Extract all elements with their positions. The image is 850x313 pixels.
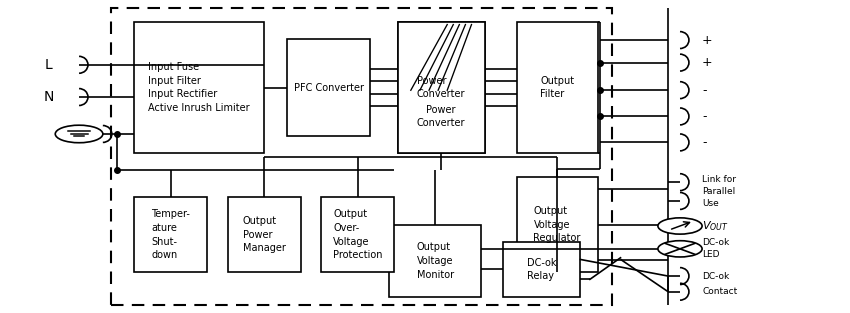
Text: Output
Over-
Voltage
Protection: Output Over- Voltage Protection [333, 209, 382, 260]
Text: -: - [702, 84, 706, 97]
Text: N: N [43, 90, 54, 104]
FancyBboxPatch shape [134, 197, 207, 272]
FancyBboxPatch shape [287, 39, 370, 136]
Text: Output
Power
Manager: Output Power Manager [243, 216, 286, 253]
Circle shape [658, 218, 702, 234]
Text: Power
Converter: Power Converter [416, 76, 466, 100]
FancyBboxPatch shape [517, 22, 598, 153]
FancyBboxPatch shape [321, 197, 394, 272]
Circle shape [55, 125, 103, 143]
Text: Output
Voltage
Monitor: Output Voltage Monitor [416, 243, 454, 280]
Circle shape [658, 241, 702, 257]
Text: -: - [702, 136, 706, 149]
FancyBboxPatch shape [398, 22, 484, 153]
Text: Output
Voltage
Regulator: Output Voltage Regulator [534, 206, 581, 243]
Text: Link for
Parallel
Use: Link for Parallel Use [702, 175, 736, 208]
Text: -: - [702, 110, 706, 123]
Text: PFC Converter: PFC Converter [293, 83, 364, 93]
FancyBboxPatch shape [398, 22, 484, 153]
Text: DC-ok: DC-ok [702, 272, 729, 280]
Text: +: + [702, 33, 712, 47]
Text: DC-ok
Relay: DC-ok Relay [527, 258, 556, 281]
FancyBboxPatch shape [134, 22, 264, 153]
Text: L: L [44, 58, 53, 72]
Text: Contact: Contact [702, 287, 737, 296]
Text: Temper-
ature
Shut-
down: Temper- ature Shut- down [151, 209, 190, 260]
Text: Input Fuse
Input Filter
Input Rectifier
Active Inrush Limiter: Input Fuse Input Filter Input Rectifier … [148, 62, 250, 113]
FancyBboxPatch shape [503, 242, 580, 297]
Text: $V_{OUT}$: $V_{OUT}$ [702, 219, 728, 233]
FancyBboxPatch shape [389, 225, 481, 297]
Text: Power
Converter: Power Converter [416, 105, 466, 128]
Text: +: + [702, 56, 712, 69]
Text: DC-ok
LED: DC-ok LED [702, 239, 729, 259]
FancyBboxPatch shape [517, 177, 598, 272]
FancyBboxPatch shape [228, 197, 301, 272]
Text: Output
Filter: Output Filter [540, 76, 575, 100]
